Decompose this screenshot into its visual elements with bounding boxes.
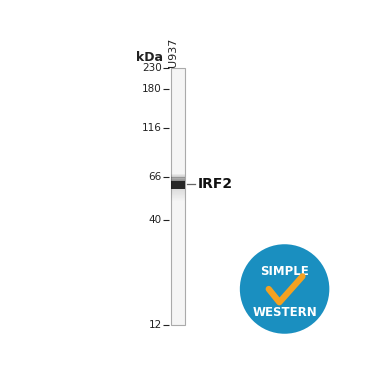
- Bar: [171, 193, 185, 194]
- Text: 116: 116: [142, 123, 162, 133]
- Bar: [171, 175, 185, 176]
- Bar: [171, 195, 185, 196]
- Bar: [171, 200, 185, 201]
- Bar: [171, 198, 185, 199]
- Bar: [171, 174, 185, 175]
- Text: IRF2: IRF2: [198, 177, 233, 191]
- Text: 40: 40: [149, 215, 162, 225]
- Text: SIMPLE: SIMPLE: [260, 266, 309, 279]
- Bar: [171, 190, 185, 191]
- Bar: [171, 179, 185, 180]
- Text: U937: U937: [168, 37, 178, 67]
- Text: ®: ®: [322, 321, 326, 326]
- Bar: [171, 192, 185, 193]
- Circle shape: [240, 244, 329, 334]
- Text: 180: 180: [142, 84, 162, 94]
- Bar: [171, 189, 185, 190]
- Text: 66: 66: [148, 172, 162, 182]
- Bar: [171, 196, 185, 197]
- Text: kDa: kDa: [136, 51, 164, 64]
- Bar: [171, 181, 185, 189]
- Bar: [171, 194, 185, 195]
- Bar: [171, 180, 185, 181]
- Text: WESTERN: WESTERN: [252, 306, 317, 319]
- Bar: [171, 176, 185, 177]
- Bar: [171, 178, 185, 179]
- Text: 230: 230: [142, 63, 162, 73]
- Bar: [171, 68, 185, 325]
- Bar: [171, 177, 185, 178]
- Text: 12: 12: [148, 320, 162, 330]
- Bar: [171, 197, 185, 198]
- Bar: [171, 191, 185, 192]
- Bar: [171, 199, 185, 200]
